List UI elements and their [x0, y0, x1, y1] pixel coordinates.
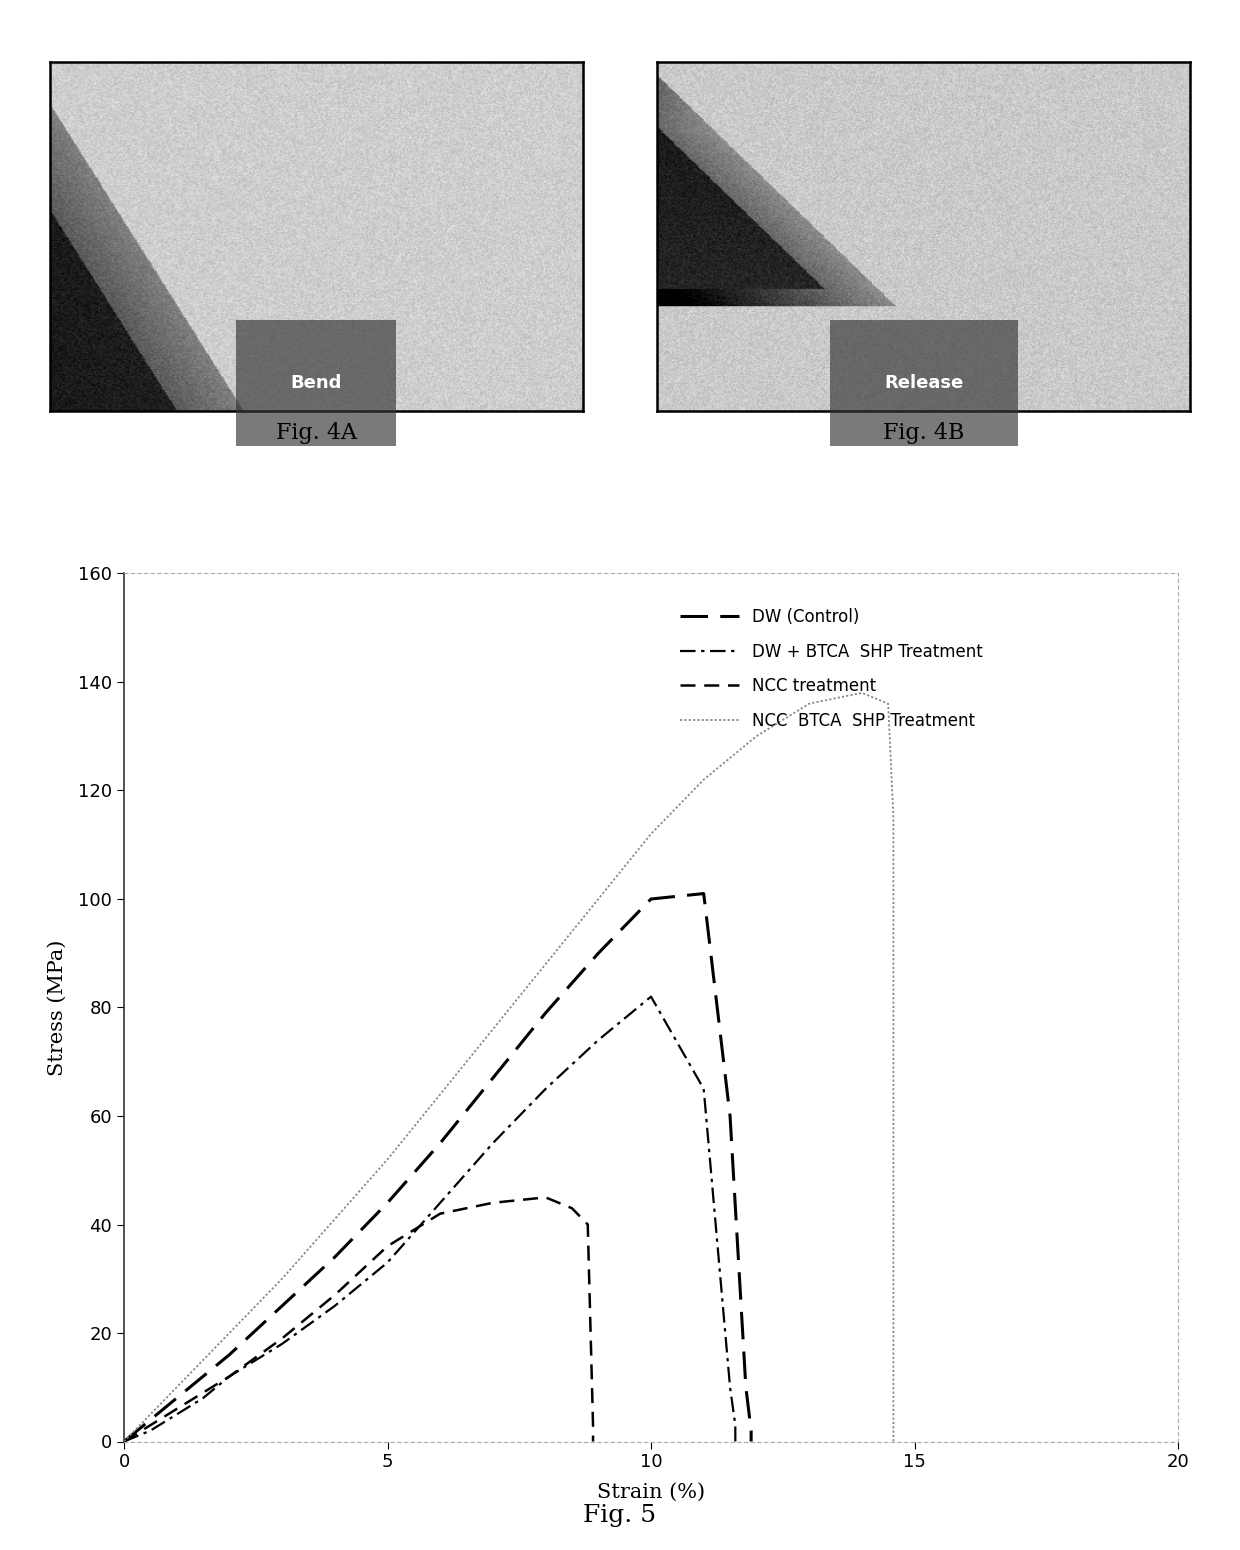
- X-axis label: Strain (%): Strain (%): [596, 1482, 706, 1502]
- Y-axis label: Stress (MPa): Stress (MPa): [48, 939, 67, 1076]
- Text: Fig. 4B: Fig. 4B: [883, 422, 965, 443]
- Text: Fig. 4A: Fig. 4A: [275, 422, 357, 443]
- Text: Release: Release: [884, 374, 963, 392]
- Text: Fig. 5: Fig. 5: [584, 1504, 656, 1527]
- Text: Bend: Bend: [290, 374, 342, 392]
- Legend: DW (Control), DW + BTCA  SHP Treatment, NCC treatment, NCC  BTCA  SHP Treatment: DW (Control), DW + BTCA SHP Treatment, N…: [681, 608, 983, 730]
